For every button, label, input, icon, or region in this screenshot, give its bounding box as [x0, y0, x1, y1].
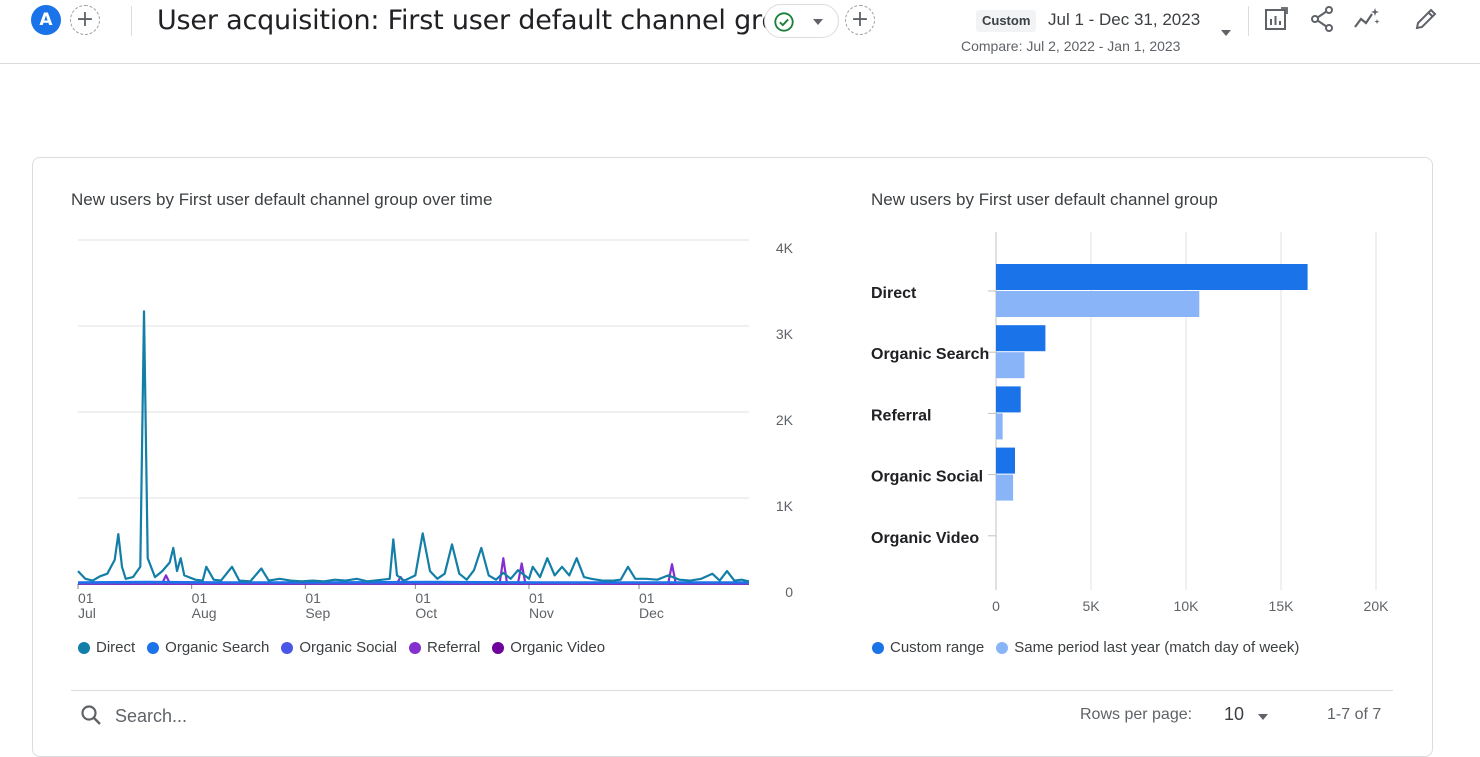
category-label: Organic Search [871, 346, 989, 363]
legend-label: Organic Social [299, 639, 397, 656]
line-chart-legend: Direct Organic Search Organic Social Referr… [78, 639, 617, 656]
bar-last-year [996, 291, 1199, 317]
bar-custom-range [996, 325, 1045, 351]
legend-item[interactable]: Referral [409, 639, 480, 656]
legend-label: Direct [96, 639, 135, 656]
x-tick-label: 0 [992, 598, 1000, 614]
rows-per-page-select[interactable]: 10 [1224, 704, 1244, 725]
legend-label: Organic Video [510, 639, 605, 656]
category-label: Referral [871, 407, 931, 424]
legend-item[interactable]: Same period last year (match day of week… [996, 639, 1299, 656]
x-tick-label: 15K [1269, 598, 1295, 614]
legend-dot [409, 642, 421, 654]
bar-custom-range [996, 386, 1021, 412]
legend-item[interactable]: Organic Video [492, 639, 605, 656]
bar-custom-range [996, 448, 1015, 474]
bar-last-year [996, 413, 1003, 439]
legend-label: Same period last year (match day of week… [1014, 639, 1299, 656]
legend-dot [147, 642, 159, 654]
category-label: Organic Social [871, 469, 983, 486]
legend-dot [281, 642, 293, 654]
legend-dot [996, 642, 1008, 654]
legend-item[interactable]: Organic Social [281, 639, 397, 656]
x-tick-label: 5K [1082, 598, 1100, 614]
legend-item[interactable]: Direct [78, 639, 135, 656]
x-tick-label: 10K [1174, 598, 1200, 614]
search-icon [79, 703, 103, 727]
legend-label: Referral [427, 639, 480, 656]
table-divider [71, 690, 1393, 691]
legend-dot [872, 642, 884, 654]
legend-label: Organic Search [165, 639, 269, 656]
legend-label: Custom range [890, 639, 984, 656]
bar-chart-legend: Custom range Same period last year (match… [872, 639, 1311, 656]
chevron-down-icon[interactable] [1258, 714, 1268, 720]
x-tick-label: 20K [1364, 598, 1390, 614]
legend-dot [492, 642, 504, 654]
pagination-status: 1-7 of 7 [1327, 706, 1381, 724]
legend-dot [78, 642, 90, 654]
bar-last-year [996, 352, 1025, 378]
category-label: Direct [871, 285, 917, 302]
search-input[interactable] [115, 703, 415, 729]
category-label: Organic Video [871, 530, 979, 547]
bar-custom-range [996, 264, 1308, 290]
legend-item[interactable]: Custom range [872, 639, 984, 656]
legend-item[interactable]: Organic Search [147, 639, 269, 656]
bar-last-year [996, 475, 1013, 501]
rows-per-page-label: Rows per page: [1080, 706, 1192, 724]
bar-chart: 0 5K 10K 15K 20K Direct Organic Search Referral… [0, 0, 1480, 640]
